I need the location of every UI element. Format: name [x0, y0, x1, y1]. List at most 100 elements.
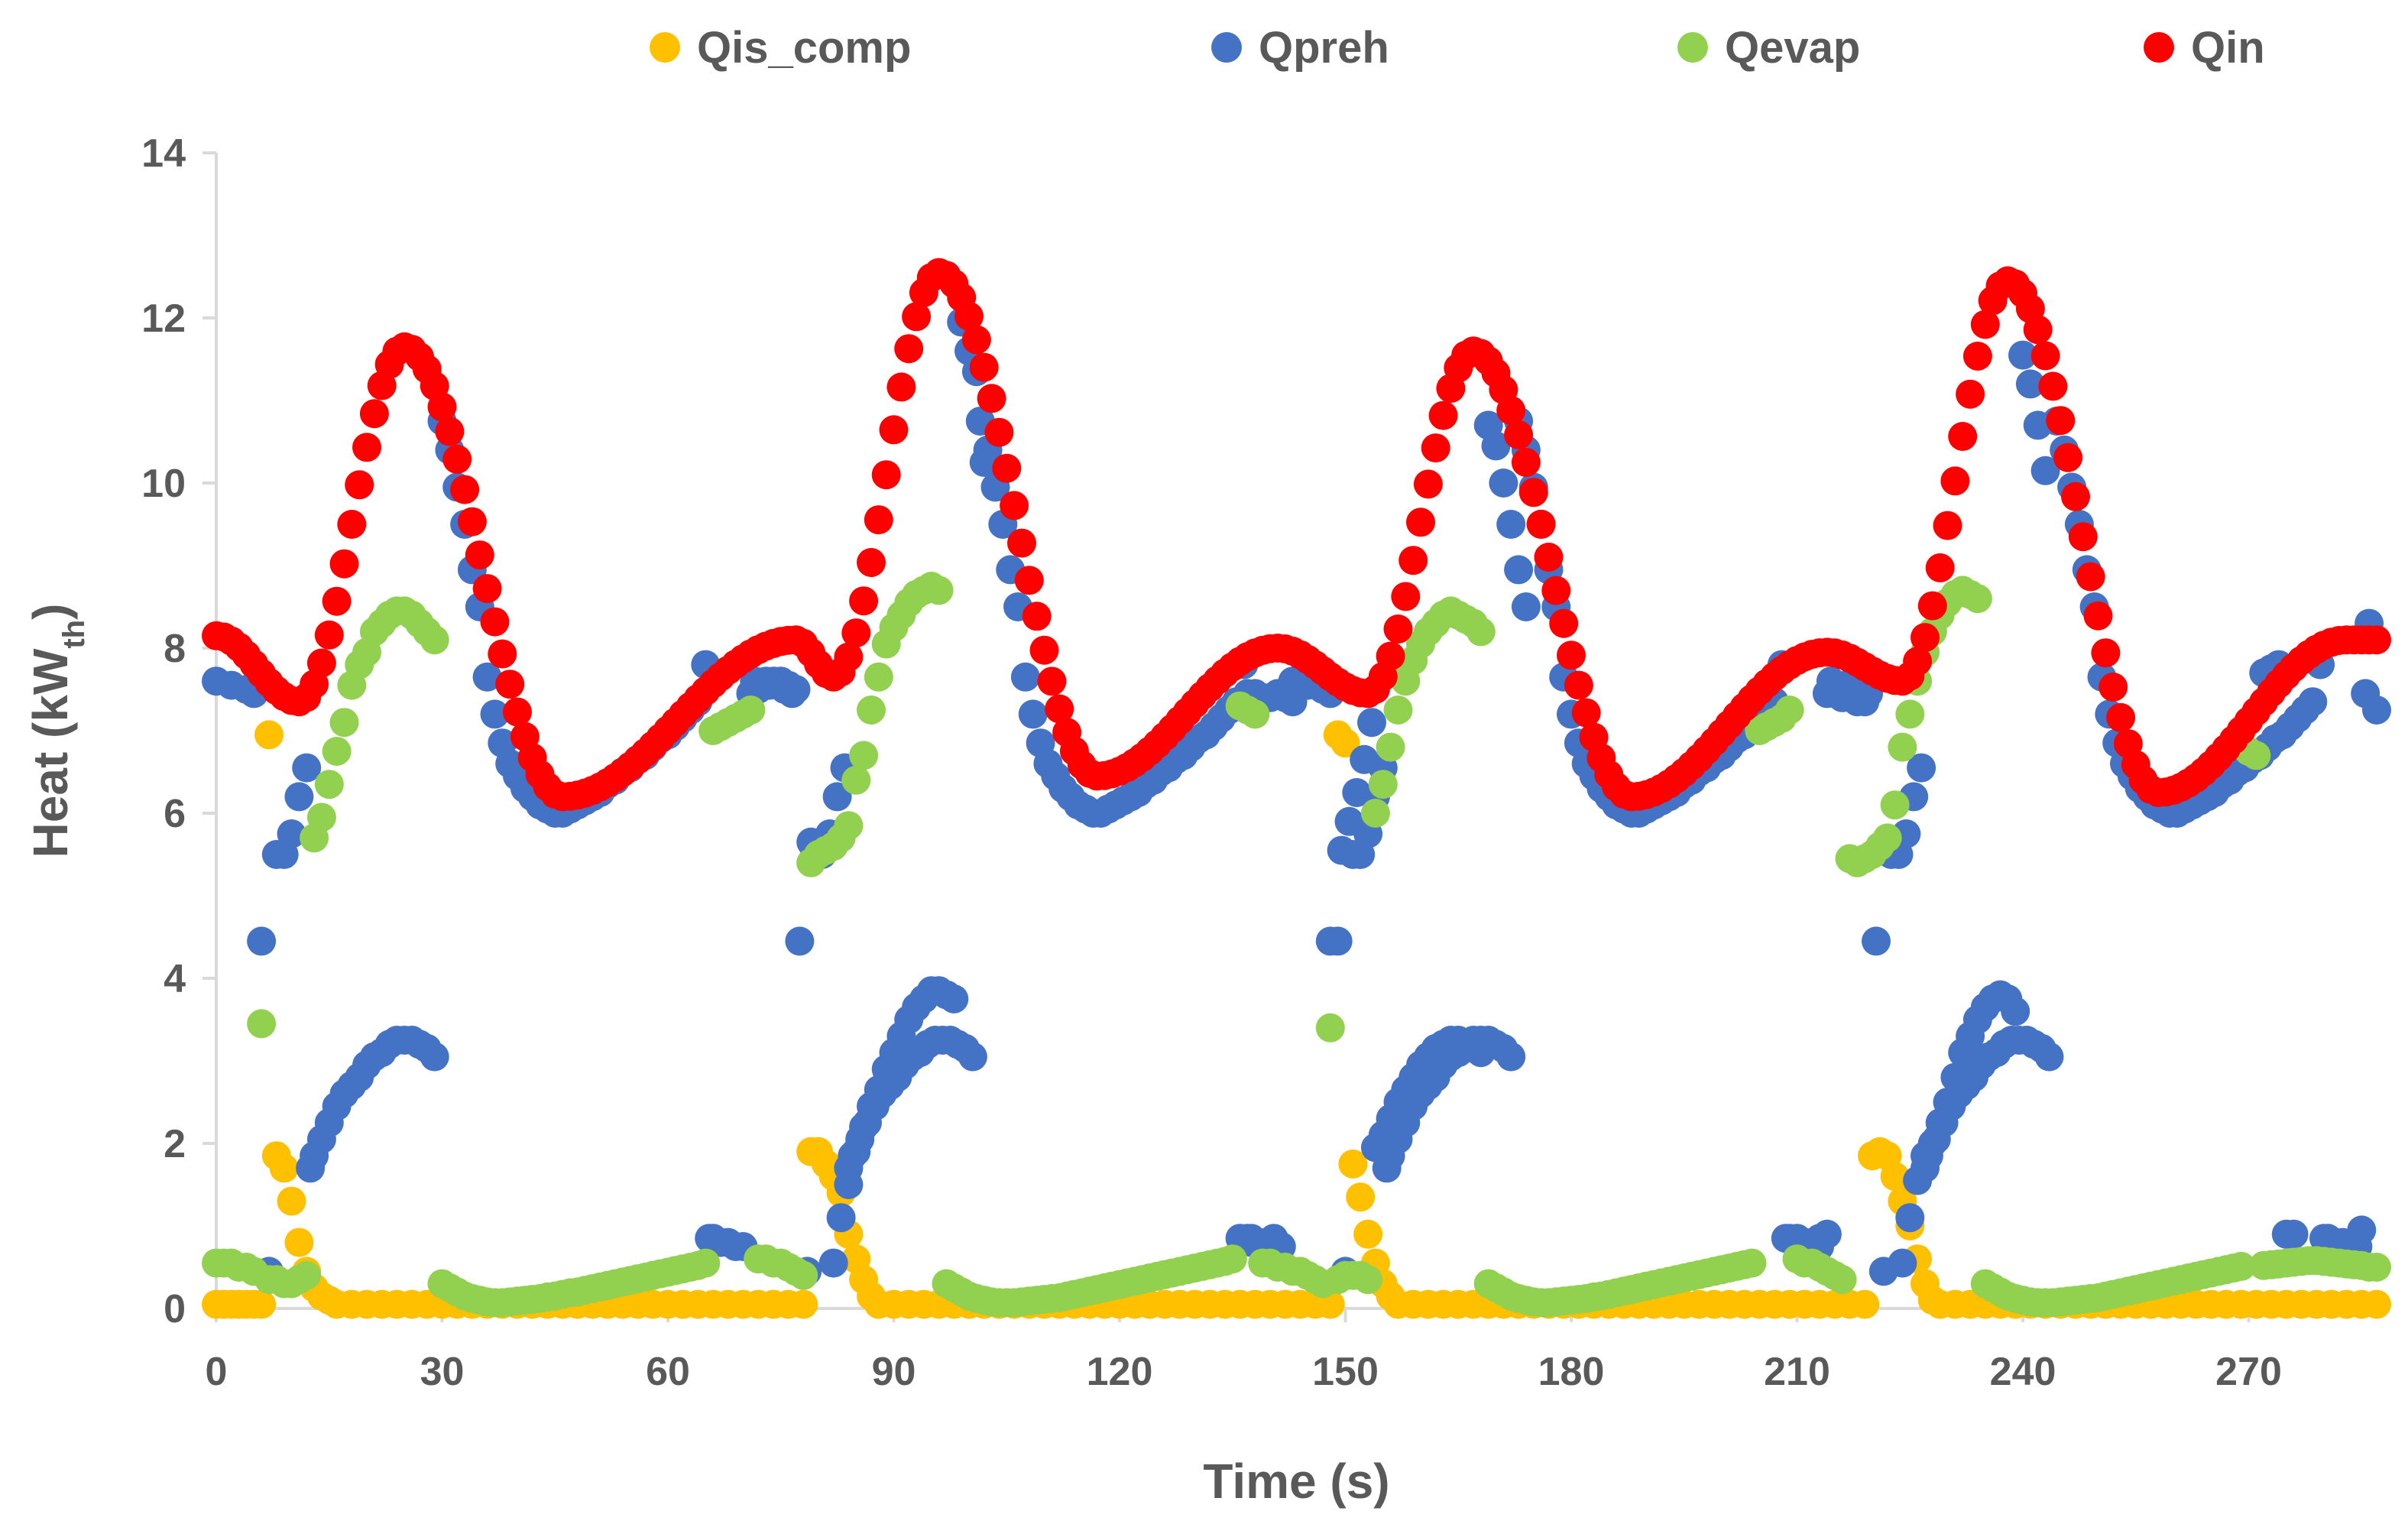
qpreh-point	[818, 1248, 848, 1278]
qin-point	[503, 697, 532, 727]
qevap-point	[1383, 696, 1413, 725]
qin-point	[442, 444, 472, 474]
qis-comp-point	[247, 1289, 277, 1319]
qin-point	[1962, 342, 1992, 371]
qevap-point	[1376, 732, 1405, 762]
qin-point	[1956, 379, 1985, 409]
qpreh-point	[2347, 1215, 2377, 1245]
qpreh-point	[1862, 926, 1891, 956]
qin-point	[1007, 528, 1036, 558]
qevap-point	[736, 696, 766, 725]
qevap-point	[2241, 741, 2271, 770]
qevap-point	[1888, 732, 1917, 762]
qevap-point	[1360, 799, 1390, 828]
qin-point	[1903, 647, 1933, 676]
legend-marker-qis-comp	[650, 32, 680, 63]
qin-point	[2098, 673, 2128, 702]
qin-point	[1564, 670, 1593, 700]
qevap-point	[864, 662, 893, 692]
legend: Qis_comp Qpreh Qevap Qin	[650, 23, 2265, 73]
qpreh-point	[247, 926, 277, 956]
qin-point	[2030, 341, 2060, 371]
qin-point	[329, 549, 359, 579]
y-tick-label: 6	[164, 792, 186, 836]
qpreh-point	[1511, 592, 1541, 621]
qpreh-point	[785, 926, 815, 956]
qin-point	[894, 334, 924, 364]
qin-point	[954, 301, 984, 331]
qis-comp-point	[1346, 1182, 1376, 1212]
qis-comp-point	[1338, 1150, 1368, 1179]
qpreh-point	[1357, 708, 1386, 738]
qin-point	[1549, 608, 1579, 638]
qpreh-point	[2030, 456, 2060, 485]
qin-point	[886, 372, 916, 402]
qin-point	[1413, 469, 1443, 499]
qpreh-point	[2023, 410, 2053, 440]
qin-point	[1022, 602, 1052, 631]
qin-point	[1571, 698, 1601, 728]
qpreh-point	[1496, 510, 1526, 539]
qin-point	[864, 505, 893, 535]
qin-point	[871, 460, 901, 490]
qpreh-point	[284, 782, 314, 812]
qevap-point	[1895, 699, 1925, 729]
qevap-point	[834, 811, 864, 841]
qevap-point	[247, 1009, 277, 1039]
plot-area	[202, 258, 2391, 1319]
x-tick-label: 240	[1990, 1350, 2056, 1394]
qin-point	[849, 586, 879, 616]
qin-point	[1948, 422, 1978, 451]
qin-point	[1534, 543, 1564, 572]
qpreh-point	[1496, 1042, 1526, 1072]
legend-label-qis-comp: Qis_comp	[697, 23, 911, 73]
qevap-point	[1872, 823, 1902, 853]
qin-point	[427, 392, 457, 422]
x-tick-label: 150	[1312, 1350, 1379, 1394]
qevap-point	[924, 576, 954, 605]
qin-point	[969, 352, 999, 382]
qis-comp-point	[277, 1186, 306, 1216]
qin-point	[902, 302, 932, 332]
qpreh-point	[292, 753, 322, 783]
qin-point	[1541, 576, 1571, 605]
qpreh-point	[1327, 835, 1356, 865]
qin-point	[337, 510, 367, 539]
qin-point	[352, 433, 381, 462]
qevap-point	[1466, 617, 1496, 647]
qin-point	[322, 586, 352, 616]
qpreh-point	[480, 699, 510, 729]
qis-comp-point	[2362, 1289, 2391, 1319]
qevap-point	[857, 696, 886, 725]
qin-point	[2091, 638, 2121, 668]
y-tick-label: 4	[164, 957, 186, 1001]
qin-point	[465, 540, 494, 570]
qpreh-point	[1504, 555, 1534, 585]
qin-point	[2061, 482, 2090, 511]
qin-point	[2076, 562, 2105, 592]
qevap-point	[841, 765, 871, 795]
qin-point	[359, 399, 389, 429]
qpreh-point	[2298, 687, 2328, 717]
qevap-point	[1315, 1013, 1345, 1043]
qpreh-point	[1278, 687, 1308, 717]
qin-point	[480, 607, 510, 637]
x-tick-label: 120	[1087, 1350, 1153, 1394]
qin-point	[1917, 591, 1947, 621]
x-tick-label: 0	[206, 1350, 228, 1394]
qin-point	[1940, 466, 1970, 496]
qin-point	[435, 417, 465, 446]
qin-point	[1557, 640, 1586, 670]
x-tick-label: 30	[420, 1350, 465, 1394]
qevap-point	[1240, 699, 1270, 729]
qevap-point	[1217, 1244, 1247, 1274]
qin-point	[984, 417, 1014, 447]
qin-point	[1398, 546, 1428, 576]
qevap-point	[691, 1248, 721, 1278]
qin-point	[977, 384, 1006, 413]
qpreh-point	[958, 1042, 987, 1072]
qin-point	[1037, 666, 1067, 696]
qis-comp-point	[1880, 1162, 1910, 1192]
qin-point	[345, 470, 374, 500]
